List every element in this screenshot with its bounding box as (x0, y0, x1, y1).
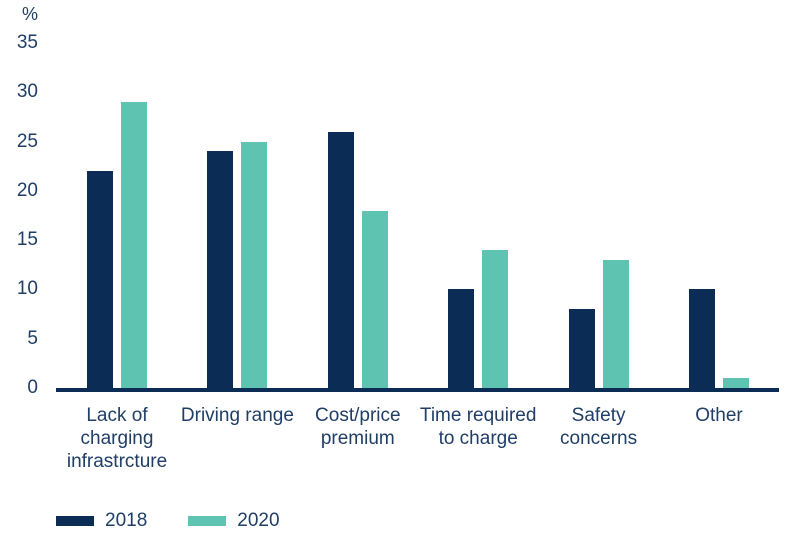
x-category-label: Driving range (180, 405, 294, 426)
bar-2020 (241, 141, 268, 388)
bar-2020 (723, 378, 749, 388)
legend-label: 2018 (105, 510, 148, 531)
y-tick-label: 20 (16, 179, 38, 201)
bar-2018 (207, 151, 234, 388)
bar-2020 (361, 210, 388, 388)
x-axis-line (56, 388, 779, 392)
bar-2018 (327, 131, 354, 388)
y-tick-label: 30 (16, 81, 38, 103)
legend-label: 2020 (237, 510, 280, 531)
x-category-label: Lack of charging infrastrcture (66, 405, 168, 472)
legend-swatch-2018 (56, 516, 94, 526)
y-tick-label: 25 (16, 130, 38, 152)
bar-2020 (602, 259, 629, 388)
legend-item-2018: 2018 (56, 510, 147, 532)
y-axis-unit-label: % (21, 4, 38, 24)
x-category-label: Safety concerns (560, 405, 638, 449)
bar-2018 (87, 171, 113, 388)
bar-2020 (482, 250, 509, 388)
legend-item-2020: 2020 (188, 510, 280, 532)
bar-2020 (121, 102, 147, 388)
x-category-label: Cost/price premium (315, 405, 401, 449)
y-tick-label: 0 (27, 377, 38, 398)
x-category-label: Other (695, 405, 743, 426)
y-tick-label: 10 (16, 278, 38, 300)
bar-2018 (448, 289, 475, 388)
plot-area (56, 43, 779, 392)
y-tick-label: 35 (16, 32, 38, 53)
bar-2018 (568, 309, 595, 388)
bar-2018 (689, 289, 715, 388)
y-tick-label: 5 (27, 327, 38, 349)
x-category-label: Time required to charge (419, 405, 537, 449)
y-tick-label: 15 (16, 229, 38, 251)
legend: 2018 2020 (56, 506, 321, 536)
legend-swatch-2020 (188, 516, 227, 526)
